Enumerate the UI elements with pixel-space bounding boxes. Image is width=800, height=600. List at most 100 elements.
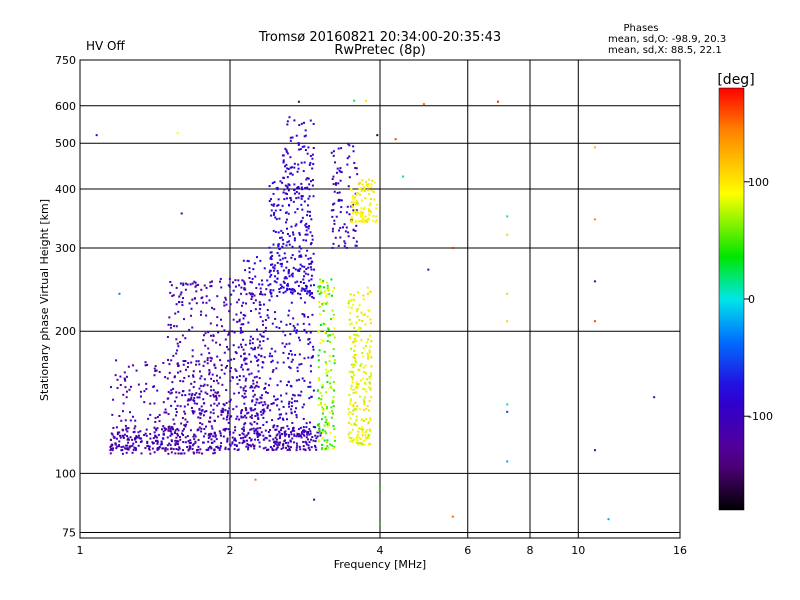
scatter-point — [278, 437, 281, 440]
scatter-point — [247, 448, 250, 451]
scatter-point — [186, 283, 189, 286]
scatter-point — [294, 281, 297, 284]
scatter-point — [131, 451, 134, 454]
scatter-point — [198, 396, 201, 399]
scatter-point — [328, 293, 331, 296]
scatter-point — [215, 445, 218, 448]
scatter-point — [294, 268, 297, 271]
scatter-point — [238, 318, 241, 321]
scatter-point — [208, 420, 211, 423]
scatter-point — [267, 384, 270, 387]
scatter-point — [210, 285, 213, 288]
scatter-point — [367, 338, 370, 341]
scatter-point — [359, 212, 362, 215]
scatter-point — [284, 434, 287, 437]
scatter-point — [291, 292, 294, 295]
scatter-point — [278, 431, 281, 434]
scatter-point — [354, 407, 357, 410]
scatter-point — [249, 335, 252, 338]
scatter-point — [300, 161, 303, 164]
scatter-point — [195, 302, 198, 305]
scatter-point — [291, 166, 294, 169]
scatter-point — [325, 302, 328, 305]
scatter-point — [277, 204, 280, 207]
scatter-point — [304, 254, 307, 257]
y-tick-label: 75 — [62, 526, 76, 539]
scatter-point — [235, 369, 238, 372]
scatter-point — [361, 189, 364, 192]
scatter-point — [290, 225, 293, 228]
scatter-point — [264, 326, 267, 329]
scatter-point — [155, 429, 158, 432]
scatter-point — [299, 254, 302, 257]
scatter-point — [295, 331, 298, 334]
scatter-point — [370, 340, 373, 343]
scatter-point — [224, 448, 227, 451]
scatter-point — [240, 346, 243, 349]
stats-o-mode: mean, sd,O: -98.9, 20.3 — [608, 34, 726, 45]
scatter-point — [208, 371, 211, 374]
scatter-point — [128, 446, 131, 449]
scatter-point — [115, 359, 118, 362]
scatter-point — [276, 261, 279, 264]
scatter-point — [169, 444, 172, 447]
scatter-point — [332, 242, 335, 245]
colorbar-tick-label: -100 — [748, 410, 773, 423]
scatter-point — [307, 197, 310, 200]
scatter-point — [153, 374, 156, 377]
scatter-point — [288, 309, 291, 312]
scatter-point — [213, 449, 216, 452]
scatter-point — [174, 439, 177, 442]
scatter-point — [289, 166, 292, 169]
scatter-point — [184, 412, 187, 415]
scatter-point — [243, 281, 246, 284]
scatter-point — [348, 155, 351, 158]
scatter-point — [155, 436, 158, 439]
scatter-point — [310, 438, 313, 441]
scatter-point — [289, 139, 292, 142]
scatter-point — [184, 441, 187, 444]
scatter-point — [189, 447, 192, 450]
scatter-point — [158, 370, 161, 373]
scatter-point — [318, 305, 321, 308]
scatter-point — [353, 161, 356, 164]
scatter-point — [286, 287, 289, 290]
scatter-point — [279, 283, 282, 286]
scatter-point — [116, 378, 119, 381]
scatter-point — [310, 292, 313, 295]
scatter-point — [135, 369, 138, 372]
scatter-point — [289, 172, 292, 175]
scatter-point — [244, 389, 247, 392]
scatter-point — [367, 435, 370, 438]
scatter-point — [260, 397, 263, 400]
scatter-point — [368, 178, 371, 181]
scatter-point — [119, 434, 122, 437]
scatter-point — [179, 405, 182, 408]
scatter-point — [211, 339, 214, 342]
scatter-point — [162, 401, 165, 404]
scatter-point — [191, 349, 194, 352]
scatter-point — [357, 202, 360, 205]
scatter-point — [206, 359, 209, 362]
scatter-point — [288, 288, 291, 291]
scatter-point — [270, 295, 273, 298]
scatter-point — [303, 357, 306, 360]
scatter-point — [112, 447, 115, 450]
scatter-point — [276, 204, 279, 207]
scatter-point — [344, 242, 347, 245]
scatter-point — [243, 359, 246, 362]
scatter-point — [137, 383, 140, 386]
scatter-point — [235, 417, 238, 420]
scatter-point — [291, 421, 294, 424]
scatter-point — [355, 321, 358, 324]
scatter-point — [180, 212, 183, 215]
scatter-point — [210, 389, 213, 392]
scatter-point — [321, 406, 324, 409]
scatter-point — [198, 426, 201, 429]
scatter-point — [196, 448, 199, 451]
scatter-point — [226, 437, 229, 440]
scatter-point — [274, 442, 277, 445]
scatter-point — [366, 436, 369, 439]
scatter-point — [373, 181, 376, 184]
scatter-point — [213, 451, 216, 454]
